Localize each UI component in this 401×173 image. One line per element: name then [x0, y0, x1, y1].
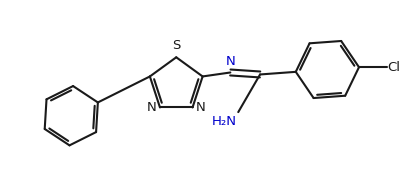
Text: N: N — [225, 54, 235, 67]
Text: N: N — [147, 101, 157, 114]
Text: H₂N: H₂N — [211, 115, 236, 128]
Text: Cl: Cl — [387, 61, 400, 74]
Text: N: N — [195, 101, 205, 114]
Text: S: S — [172, 39, 180, 52]
